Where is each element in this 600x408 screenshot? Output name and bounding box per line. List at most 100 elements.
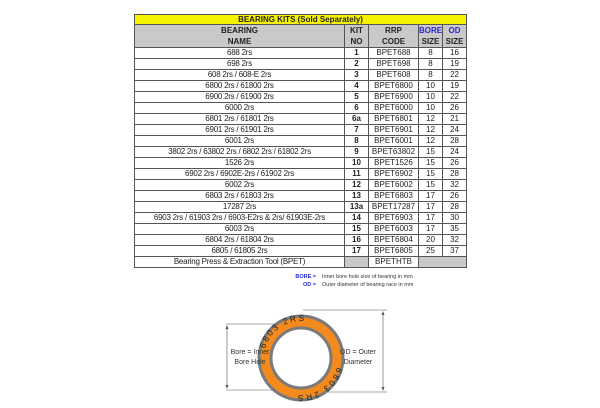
- kit-no: 7: [344, 124, 369, 136]
- od-size: 35: [441, 223, 468, 235]
- kit-no: 9: [344, 146, 369, 158]
- bore-size: 15: [418, 146, 443, 158]
- table-row: 6000 2rs 6 BPET6000 10 26: [134, 102, 468, 114]
- kit-no: 16: [344, 234, 369, 246]
- kit-no: 13: [344, 190, 369, 202]
- table-row: 6901 2rs / 61901 2rs 7 BPET6901 12 24: [134, 124, 468, 136]
- table-row: 608 2rs / 608-E 2rs 3 BPET608 8 22: [134, 69, 468, 81]
- bore-size: 15: [418, 179, 443, 191]
- header-od: OD: [441, 24, 468, 36]
- table-row: 698 2rs 2 BPET698 8 19: [134, 58, 468, 70]
- bore-size: 12: [418, 124, 443, 136]
- rrp-code: BPET6003: [368, 223, 419, 235]
- od-size: 37: [441, 245, 468, 257]
- legend-text: Outer diameter of bearing race in mm: [322, 282, 414, 288]
- bearing-name: 1526 2rs: [134, 157, 345, 169]
- table-row: 6803 2rs / 61803 2rs 13 BPET6803 17 26: [134, 190, 468, 202]
- table-row: 6805 / 61805 2rs 17 BPET6805 25 37: [134, 245, 468, 257]
- bearing-name: 6804 2rs / 61804 2rs: [134, 234, 345, 246]
- bearing-diagram: 6803 2RS 6803 2RS Bore = Inner Bore Hole…: [225, 309, 387, 403]
- rrp-code: BPET6801: [368, 113, 419, 125]
- od-size: 32: [441, 179, 468, 191]
- od-label-2: Diameter: [344, 359, 373, 366]
- table-row: 17287 2rs 13a BPET17287 17 28: [134, 201, 468, 213]
- arrow-icons: [225, 311, 385, 391]
- header-name: BEARING: [134, 24, 345, 36]
- bore-size: 20: [418, 234, 443, 246]
- header-rrp-2: CODE: [368, 36, 419, 48]
- header-od-2: SIZE: [441, 36, 468, 48]
- empty-cell: [344, 256, 369, 268]
- bearing-name: 6800 2rs / 61800 2rs: [134, 80, 345, 92]
- rrp-code: BPET6903: [368, 212, 419, 224]
- bearing-name: 6801 2rs / 61801 2rs: [134, 113, 345, 125]
- bearing-bore: [269, 326, 333, 390]
- header-kit: KIT: [344, 24, 369, 36]
- legend-od: OD = Outer diameter of bearing race in mm: [286, 282, 413, 289]
- kit-no: 3: [344, 69, 369, 81]
- rrp-code: BPET1526: [368, 157, 419, 169]
- bore-label-1: Bore = Inner: [231, 349, 270, 356]
- rrp-code: BPET688: [368, 47, 419, 59]
- bore-size: 17: [418, 201, 443, 213]
- rrp-code: BPET6805: [368, 245, 419, 257]
- kit-no: 2: [344, 58, 369, 70]
- kit-no: 17: [344, 245, 369, 257]
- od-size: 22: [441, 91, 468, 103]
- bearing-name: 6000 2rs: [134, 102, 345, 114]
- bore-size: 15: [418, 157, 443, 169]
- rrp-code: BPET6001: [368, 135, 419, 147]
- bore-size: 8: [418, 69, 443, 81]
- od-size: 24: [441, 124, 468, 136]
- od-size: 22: [441, 69, 468, 81]
- table-row: 6002 2rs 12 BPET6002 15 32: [134, 179, 468, 191]
- bore-label-2: Bore Hole: [234, 359, 265, 366]
- bore-size: 12: [418, 113, 443, 125]
- rrp-code: BPET6900: [368, 91, 419, 103]
- od-size: 24: [441, 146, 468, 158]
- table-row: 6903 2rs / 61903 2rs / 6903-E2rs & 2rs/ …: [134, 212, 468, 224]
- bore-size: 17: [418, 223, 443, 235]
- table-row: 6800 2rs / 61800 2rs 4 BPET6800 10 19: [134, 80, 468, 92]
- table-row: 6900 2rs / 61900 2rs 5 BPET6900 10 22: [134, 91, 468, 103]
- bore-size: 15: [418, 168, 443, 180]
- kit-no: 1: [344, 47, 369, 59]
- od-size: 21: [441, 113, 468, 125]
- table-row: 6902 2rs / 6902E-2rs / 61902 2rs 11 BPET69…: [134, 168, 468, 180]
- rrp-code: BPET6000: [368, 102, 419, 114]
- bore-size: 17: [418, 190, 443, 202]
- bore-size: 8: [418, 47, 443, 59]
- kit-no: 6: [344, 102, 369, 114]
- rrp-code: BPET6002: [368, 179, 419, 191]
- bearing-name: 698 2rs: [134, 58, 345, 70]
- table-row: 3802 2rs / 63802 2rs / 6802 2rs / 61802 …: [134, 146, 468, 158]
- rrp-code: BPET63802: [368, 146, 419, 158]
- bore-size: 12: [418, 135, 443, 147]
- kit-no: 10: [344, 157, 369, 169]
- kit-no: 15: [344, 223, 369, 235]
- bearing-name: 6803 2rs / 61803 2rs: [134, 190, 345, 202]
- bearing-name: 17287 2rs: [134, 201, 345, 213]
- kit-no: 14: [344, 212, 369, 224]
- bore-size: 10: [418, 80, 443, 92]
- kit-no: 6a: [344, 113, 369, 125]
- od-size: 26: [441, 157, 468, 169]
- table-row: 6801 2rs / 61801 2rs 6a BPET6801 12 21: [134, 113, 468, 125]
- header-bore-2: SIZE: [418, 36, 443, 48]
- od-size: 30: [441, 212, 468, 224]
- bearing-name: 608 2rs / 608-E 2rs: [134, 69, 345, 81]
- od-label-1: OD = Outer: [340, 349, 377, 356]
- header-kit-2: NO: [344, 36, 369, 48]
- rrp-code: BPET6901: [368, 124, 419, 136]
- od-size: 26: [441, 190, 468, 202]
- rrp-code: BPET17287: [368, 201, 419, 213]
- od-size: 28: [441, 168, 468, 180]
- kit-no: 8: [344, 135, 369, 147]
- od-size: 19: [441, 58, 468, 70]
- table-title: BEARING KITS (Sold Separately): [133, 14, 468, 25]
- rrp-code: BPET6902: [368, 168, 419, 180]
- tool-code: BPETHTB: [368, 256, 419, 268]
- rrp-code: BPET6800: [368, 80, 419, 92]
- table-row: 6001 2rs 8 BPET6001 12 28: [134, 135, 468, 147]
- tool-name: Bearing Press & Extraction Tool (BPET): [134, 256, 345, 268]
